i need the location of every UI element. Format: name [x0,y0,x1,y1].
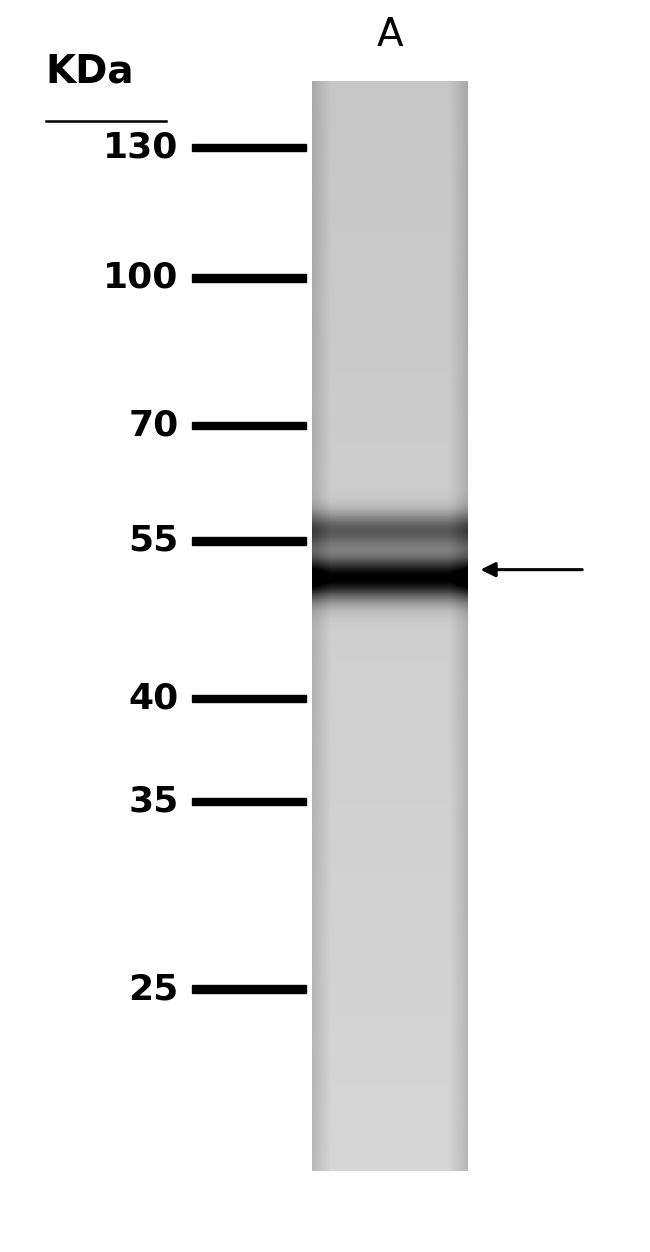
Bar [192,274,306,282]
Text: KDa: KDa [46,53,134,90]
Bar [192,798,306,805]
Text: A: A [377,16,403,54]
Bar [192,985,306,993]
Text: 130: 130 [103,130,179,165]
Bar [192,537,306,545]
Text: 70: 70 [129,408,179,443]
Text: 25: 25 [129,972,179,1007]
Text: 35: 35 [129,784,179,819]
Bar [192,144,306,151]
Text: 100: 100 [103,260,179,295]
Bar [192,695,306,702]
Text: 55: 55 [129,523,179,558]
Bar [192,422,306,429]
Text: 40: 40 [129,681,179,716]
